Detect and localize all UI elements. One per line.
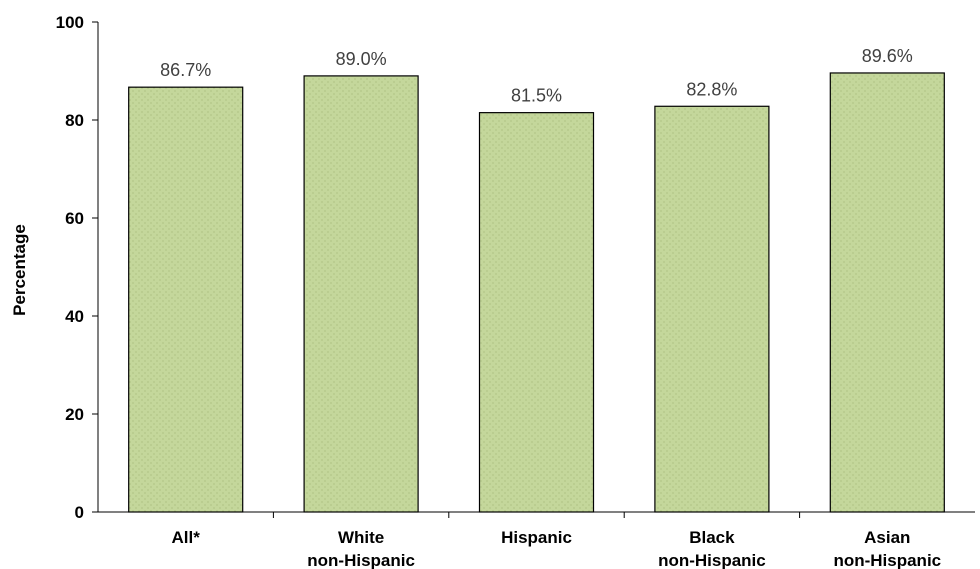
y-tick-label-60: 60 (65, 209, 84, 228)
y-tick-label-80: 80 (65, 111, 84, 130)
y-tick-label-20: 20 (65, 405, 84, 424)
category-label-1-line-0: White (338, 528, 384, 547)
y-tick-label-100: 100 (56, 13, 84, 32)
category-label-1-line-1: non-Hispanic (307, 551, 415, 569)
category-label-4-line-1: non-Hispanic (833, 551, 941, 569)
bar-3 (654, 105, 770, 513)
data-label-0: 86.7% (160, 60, 211, 80)
labels-layer: 86.7% All* 89.0% White non-Hispanic 81.5% Hisp… (160, 46, 941, 569)
data-label-1: 89.0% (336, 49, 387, 69)
y-axis-title: Percentage (10, 224, 29, 316)
category-label-2: Hispanic (501, 528, 572, 547)
category-label-0: All* (172, 528, 201, 547)
category-label-3-line-0: Black (689, 528, 735, 547)
category-label-3-line-1: non-Hispanic (658, 551, 766, 569)
data-label-3: 82.8% (686, 79, 737, 99)
bars-layer (128, 72, 945, 513)
data-label-2: 81.5% (511, 86, 562, 106)
data-label-4: 89.6% (862, 46, 913, 66)
bar-1 (303, 75, 419, 513)
bar-0 (128, 86, 244, 513)
y-tick-label-0: 0 (75, 503, 84, 522)
bar-4 (829, 72, 945, 513)
bar-2 (478, 112, 595, 513)
y-tick-label-40: 40 (65, 307, 84, 326)
axes-layer: 0 20 40 60 80 100 (56, 13, 975, 522)
category-label-4-line-0: Asian (864, 528, 910, 547)
